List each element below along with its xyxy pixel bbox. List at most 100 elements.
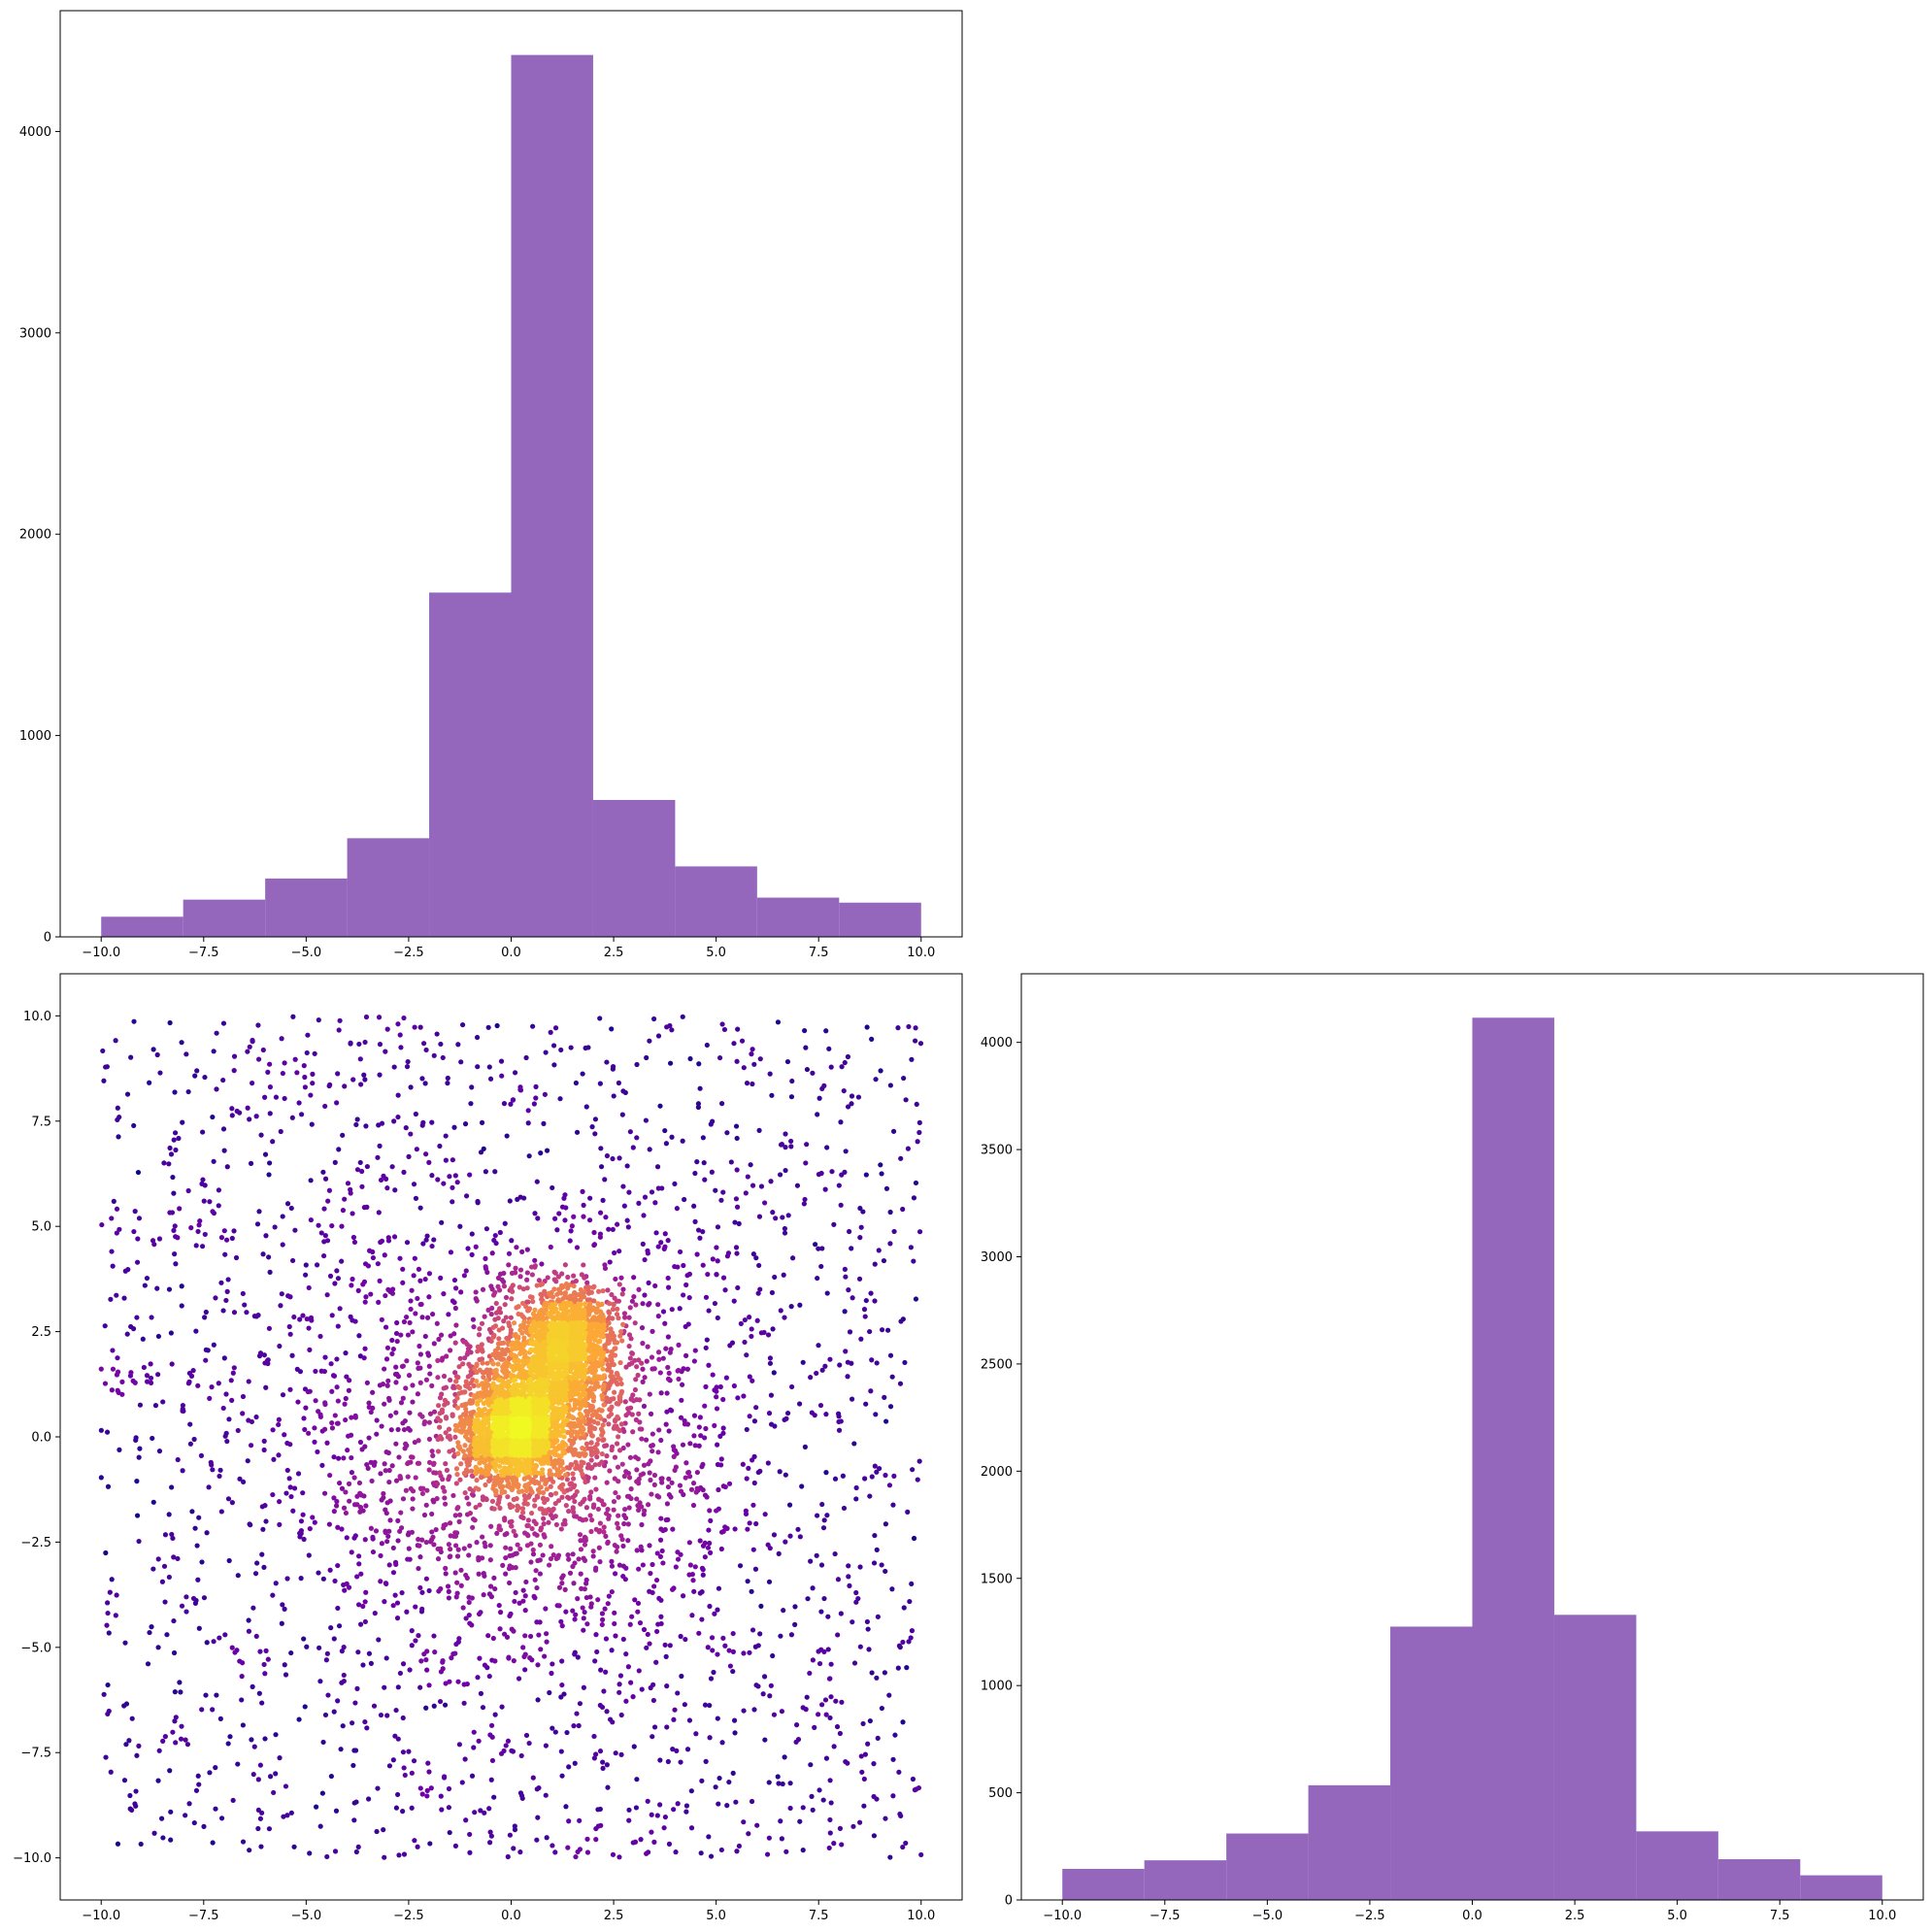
scatter-point [636,1668,642,1674]
scatter-point [217,1467,223,1473]
scatter-point [747,1414,752,1419]
scatter-point [583,1104,589,1110]
scatter-point [573,1465,579,1472]
scatter-point [335,1605,341,1612]
scatter-point [516,1345,522,1350]
scatter-point [254,1560,260,1566]
scatter-point [560,1440,566,1446]
scatter-point [913,1296,919,1302]
scatter-point [810,1070,816,1076]
scatter-point [469,1773,476,1779]
scatter-point [532,1577,538,1582]
scatter-point [886,1482,893,1488]
scatter-point [434,1481,441,1487]
scatter-point [383,1292,388,1299]
scatter-point [762,1737,768,1743]
scatter-point [661,1246,667,1251]
scatter-point [563,1609,569,1615]
scatter-point [550,1294,556,1300]
scatter-point [350,1077,356,1083]
top-histogram-bar [511,54,593,937]
scatter-point [604,1453,610,1459]
scatter-point [312,1519,317,1525]
scatter-point [349,1549,354,1555]
scatter-point [647,1641,652,1647]
scatter-point [846,1563,851,1569]
scatter-point [639,1504,645,1510]
scatter-point [401,1851,408,1857]
scatter-point [370,1254,377,1261]
scatter-point [724,1130,730,1136]
scatter-point [525,1494,532,1500]
scatter-point [718,1847,724,1853]
scatter-point [730,1770,736,1776]
scatter-point [853,1484,859,1491]
scatter-point [150,1566,156,1572]
scatter-point [444,1353,450,1359]
scatter-point [874,1360,880,1366]
scatter-point [265,1656,271,1662]
scatter-point [543,1606,549,1612]
scatter-point [537,1489,543,1495]
scatter-point [570,1407,576,1413]
scatter-point [663,1516,669,1523]
scatter-point [282,1606,287,1612]
scatter-point [374,1828,380,1835]
scatter-point [841,1505,848,1512]
scatter-point [350,1276,355,1282]
scatter-point [473,1452,479,1458]
scatter-point [597,1559,603,1565]
scatter-point [109,1387,115,1393]
scatter-point [883,1568,888,1575]
scatter-point [664,1724,670,1730]
scatter-point [825,1647,831,1652]
scatter-point [514,1245,519,1250]
scatter-point [676,1342,682,1348]
scatter-point [707,1508,713,1514]
scatter-point [357,1159,363,1166]
scatter-point [660,1309,667,1315]
scatter-point [680,1138,685,1144]
scatter-point [891,1228,897,1235]
scatter-point [615,1464,621,1470]
scatter-point [826,1046,832,1051]
scatter-point [443,1571,449,1577]
scatter-point [849,1295,855,1301]
scatter-point [231,1310,238,1316]
scatter-point [343,1416,349,1423]
scatter-point [616,1854,622,1860]
scatter-point [355,1287,361,1293]
scatter-point [862,1314,868,1319]
scatter-point [597,1749,604,1754]
scatter-point [251,1744,257,1749]
scatter-point [486,1840,493,1846]
scatter-point [132,1209,138,1215]
scatter-point [700,1487,706,1493]
scatter-point [810,1585,816,1591]
scatter-point [700,1135,706,1141]
bottom-left-scatter-panel: −10.0 −7.5 −5.0 −2.5 0.0 2.5 5.0 7.5 10.0−10.0−7… [13,973,963,1923]
scatter-point [565,1845,571,1850]
scatter-point [734,1135,740,1142]
scatter-point [476,1571,482,1577]
scatter-point [587,1493,593,1500]
scatter-point [389,1337,395,1344]
scatter-point [230,1797,236,1804]
scatter-point [246,1628,252,1634]
scatter-point [479,1119,485,1125]
scatter-point [103,1549,109,1556]
scatter-point [722,1524,728,1530]
scatter-point [616,1401,621,1407]
scatter-point [422,1081,428,1086]
scatter-point [483,1457,488,1463]
scatter-point [872,1261,878,1267]
scatter-point [585,1376,591,1382]
scatter-point [579,1272,584,1278]
scatter-point [802,1444,808,1449]
scatter-point [442,1397,448,1403]
scatter-point [533,1083,539,1089]
scatter-point [421,1651,427,1657]
scatter-point [133,1435,139,1441]
scatter-point [501,1101,508,1107]
scatter-point [683,1460,689,1466]
